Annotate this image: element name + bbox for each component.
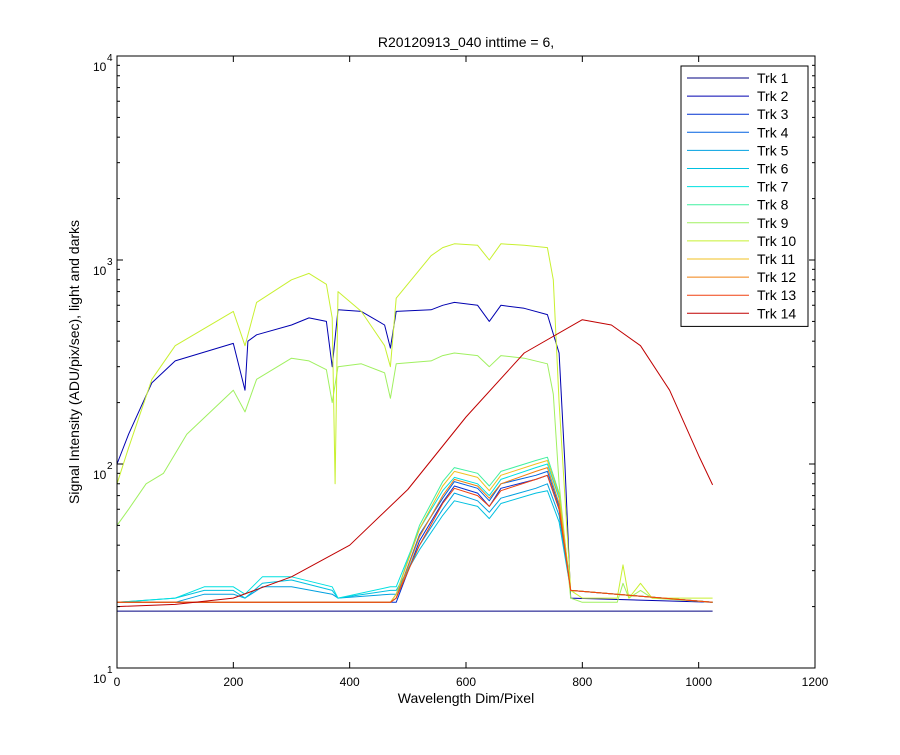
x-tick-label: 400 <box>340 675 360 689</box>
x-axis-label: Wavelength Dim/Pixel <box>398 690 534 706</box>
legend-label: Trk 8 <box>757 197 789 213</box>
series-line-2 <box>116 301 713 603</box>
legend-label: Trk 4 <box>757 124 789 140</box>
series-line-6 <box>116 490 713 603</box>
y-tick-label: 10 <box>93 468 107 482</box>
legend-label: Trk 11 <box>757 251 795 267</box>
x-tick-label: 0 <box>114 675 121 689</box>
y-tick-exponent: 3 <box>107 257 113 268</box>
y-tick-label: 10 <box>93 264 107 278</box>
y-tick-exponent: 1 <box>107 665 113 676</box>
x-tick-label: 1000 <box>685 675 712 689</box>
legend-label: Trk 2 <box>757 88 789 104</box>
legend-label: Trk 14 <box>757 305 796 321</box>
x-tick-label: 1200 <box>802 675 829 689</box>
y-tick-exponent: 2 <box>107 461 113 472</box>
y-tick-label: 10 <box>93 672 107 686</box>
legend-label: Trk 7 <box>757 179 789 195</box>
y-axis-label: Signal Intensity (ADU/pix/sec), light an… <box>66 220 82 504</box>
series-line-14 <box>116 319 714 608</box>
series-line-7 <box>116 463 713 603</box>
series-layer <box>116 243 714 612</box>
legend-label: Trk 13 <box>757 287 796 303</box>
x-tick-label: 800 <box>572 675 592 689</box>
legend-label: Trk 9 <box>757 215 789 231</box>
y-tick-exponent: 4 <box>107 53 113 64</box>
chart-title: R20120913_040 inttime = 6, <box>378 34 554 50</box>
x-tick-label: 200 <box>223 675 243 689</box>
series-line-11 <box>117 460 713 603</box>
legend-label: Trk 10 <box>757 233 796 249</box>
legend-label: Trk 12 <box>757 269 796 285</box>
legend-label: Trk 3 <box>757 106 789 122</box>
legend-label: Trk 1 <box>757 70 789 86</box>
legend-box <box>680 65 809 327</box>
legend: Trk 1 Trk 2 Trk 3 Trk 4 Trk 5 Trk 6 Trk 7 Trk 8… <box>680 65 809 327</box>
legend-label: Trk 5 <box>757 142 789 158</box>
x-tick-label: 600 <box>456 675 476 689</box>
series-line-10 <box>116 243 713 599</box>
plot-frame <box>116 55 816 669</box>
series-line-9 <box>116 352 713 603</box>
y-tick-label: 10 <box>93 60 107 74</box>
legend-label: Trk 6 <box>757 161 789 177</box>
series-line-13 <box>117 474 713 603</box>
